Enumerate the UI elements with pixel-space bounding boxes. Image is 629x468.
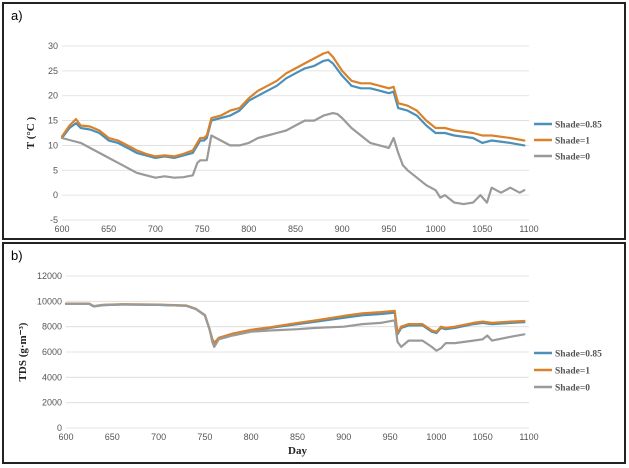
legend-label: Shade=0 (555, 153, 590, 163)
tds-chart: 0 2000 4000 6000 8000 10000 12000 600 650 700 750 8… (17, 271, 602, 457)
x-tick-label: 700 (148, 224, 163, 234)
x-tick-label: 1100 (519, 224, 538, 234)
y-tick-label: 25 (48, 66, 58, 76)
x-tick-label: 750 (195, 224, 210, 234)
legend-label: Shade=1 (555, 137, 590, 147)
legend-label: Shade=0 (555, 384, 590, 394)
x-tick-label: 950 (381, 224, 396, 234)
x-tick-label: 650 (101, 224, 116, 234)
x-tick-label: 1000 (426, 224, 446, 234)
x-tick-label: 850 (288, 224, 303, 234)
y-tick-label: 20 (48, 91, 58, 101)
x-tick-label: 600 (54, 224, 69, 234)
panel-label-b: b) (11, 248, 23, 263)
x-tick-label: 700 (151, 432, 166, 442)
y-axis-title: TDS (g·m⁻³) (17, 322, 29, 381)
y-tick-label: 15 (48, 116, 58, 126)
y-tick-label: 0 (57, 423, 62, 433)
y-tick-label: 6000 (42, 347, 62, 357)
x-axis-title: Day (288, 445, 307, 457)
series-line-2 (60, 111, 526, 206)
x-tick-label: 750 (197, 432, 212, 442)
x-tick-label: 600 (58, 432, 73, 442)
temperature-chart: -5 0 5 10 15 20 25 30 600 650 700 750 800 850 900 950 10… (25, 41, 602, 238)
legend-label: Shade=1 (555, 367, 590, 377)
x-tick-label: 850 (290, 432, 305, 442)
y-tick-label: 30 (48, 41, 58, 51)
chart-panel-a: a) -5 0 5 10 15 20 25 30 600 650 700 750 800 850 900 95… (2, 2, 626, 240)
series-line-2 (64, 302, 526, 352)
y-tick-label: 0 (53, 190, 58, 200)
chart-panel-b: b) 0 2000 4000 6000 8000 10000 12000 600 650 700 7… (2, 242, 626, 464)
x-tick-label: 1050 (473, 432, 493, 442)
x-tick-label: 800 (241, 224, 256, 234)
y-tick-label: -5 (50, 215, 58, 225)
y-axis-title: T (°C ) (25, 117, 37, 150)
x-tick-label: 900 (336, 432, 351, 442)
legend-label: Shade=0.85 (555, 350, 602, 360)
legend-label: Shade=0.85 (555, 121, 602, 131)
x-tick-label: 950 (383, 432, 398, 442)
x-tick-label: 1000 (426, 432, 446, 442)
series-line-0 (60, 58, 526, 159)
series-line-1 (60, 50, 526, 158)
x-tick-label: 1050 (472, 224, 492, 234)
y-tick-label: 5 (53, 165, 58, 175)
x-tick-label: 900 (335, 224, 350, 234)
x-tick-label: 650 (105, 432, 120, 442)
series-line-1 (64, 302, 526, 345)
y-tick-label: 12000 (37, 271, 62, 281)
y-tick-label: 10 (48, 140, 58, 150)
y-tick-label: 10000 (37, 296, 62, 306)
x-tick-label: 800 (244, 432, 259, 442)
y-tick-label: 4000 (42, 372, 62, 382)
panel-label-a: a) (11, 8, 23, 23)
x-axis-title: Day (286, 237, 305, 238)
y-tick-label: 8000 (42, 322, 62, 332)
x-tick-label: 1100 (519, 432, 538, 442)
y-tick-label: 2000 (42, 398, 62, 408)
